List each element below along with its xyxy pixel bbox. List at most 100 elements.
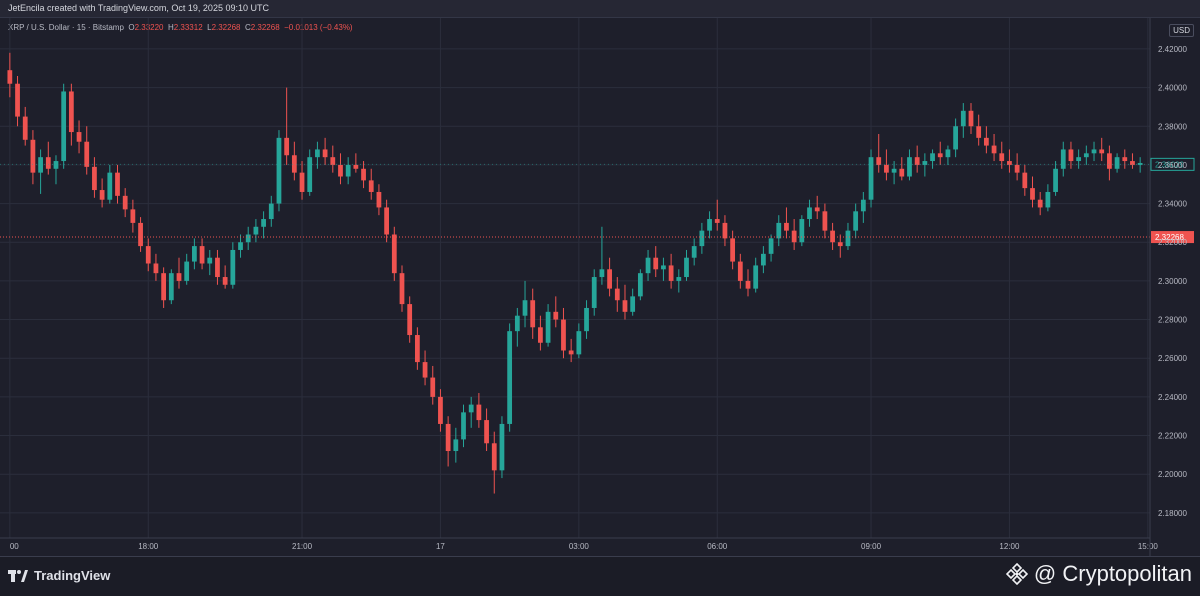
currency-selector[interactable]: USD xyxy=(1150,18,1200,40)
candle-body xyxy=(461,412,466,440)
candle-body xyxy=(384,207,389,235)
candle-body xyxy=(438,396,443,424)
candle xyxy=(92,157,97,198)
candle-body xyxy=(353,164,359,169)
candle-body xyxy=(699,230,705,247)
candle xyxy=(138,217,143,252)
candle xyxy=(345,157,351,185)
candle xyxy=(676,269,682,293)
cryptopolitan-watermark: @ Cryptopolitan xyxy=(1005,560,1192,588)
candle-body xyxy=(968,110,974,127)
candle xyxy=(338,153,343,185)
candle-body xyxy=(976,126,982,138)
candle xyxy=(891,161,897,185)
candle xyxy=(1091,141,1097,162)
candle xyxy=(699,222,705,254)
candle xyxy=(299,161,305,200)
tradingview-brand[interactable]: TradingView xyxy=(8,568,110,583)
candle xyxy=(538,315,543,351)
candle-body xyxy=(545,311,551,343)
candle-body xyxy=(145,246,151,264)
candle-body xyxy=(268,203,274,220)
candle-body xyxy=(453,439,459,452)
candle-body xyxy=(199,246,205,264)
candle xyxy=(253,219,259,243)
price-tick-label: 2.26000 xyxy=(1158,354,1187,363)
candle-body xyxy=(261,219,266,227)
candle-body xyxy=(860,199,866,212)
time-tick-label: 09:00 xyxy=(861,542,882,551)
candle-body xyxy=(653,257,659,270)
candle-body xyxy=(676,277,682,281)
candle xyxy=(230,242,236,289)
price-tick-label: 2.32000 xyxy=(1158,238,1187,247)
candle xyxy=(784,207,789,239)
candle-body xyxy=(614,288,620,301)
candle xyxy=(691,238,697,266)
candle xyxy=(607,257,612,297)
price-tick-label: 2.30000 xyxy=(1158,277,1187,286)
candle-body xyxy=(414,335,420,363)
candle-body xyxy=(1076,157,1082,162)
candle-body xyxy=(822,211,828,231)
candle xyxy=(1137,157,1143,173)
candle xyxy=(207,249,213,276)
candle xyxy=(407,296,413,343)
change-value: −0.01013 (−0.43%) xyxy=(284,23,353,32)
candle xyxy=(1014,153,1020,181)
candle-body xyxy=(568,350,574,355)
candle-body xyxy=(761,253,766,266)
candle xyxy=(822,203,828,239)
candle xyxy=(115,164,120,204)
candle xyxy=(291,141,297,181)
candle xyxy=(468,396,474,428)
candle-body xyxy=(999,153,1005,162)
candle-body xyxy=(668,265,674,281)
candle xyxy=(714,199,720,231)
candle xyxy=(268,195,274,227)
candle xyxy=(591,269,597,316)
candle-body xyxy=(1083,153,1089,158)
candle xyxy=(414,327,420,370)
current-price-label: 2.36029 xyxy=(1155,160,1184,169)
candle-body xyxy=(161,273,167,301)
candle-body xyxy=(837,242,843,247)
candle-body xyxy=(299,172,305,192)
price-chart[interactable]: 2.32268 2.36029 2.42000 2.40000 2.38000 2.36… xyxy=(0,0,1200,556)
candle xyxy=(1083,145,1089,165)
candle-body xyxy=(84,141,90,167)
candle-body xyxy=(338,164,343,177)
candle xyxy=(99,178,105,208)
candle xyxy=(930,149,935,169)
price-tick-label: 2.42000 xyxy=(1158,45,1187,54)
candle-body xyxy=(376,191,382,208)
candle xyxy=(238,234,243,258)
candle xyxy=(1068,141,1074,169)
candle-body xyxy=(960,110,966,127)
price-tick-label: 2.38000 xyxy=(1158,122,1187,131)
candle-body xyxy=(930,153,935,162)
candle xyxy=(1053,161,1058,196)
candle xyxy=(937,141,943,165)
candle xyxy=(1060,141,1066,177)
candles xyxy=(7,52,1143,494)
candle-body xyxy=(1130,161,1135,165)
candle xyxy=(438,389,443,432)
candle-body xyxy=(1030,188,1035,200)
price-tick-label: 2.40000 xyxy=(1158,84,1187,93)
candle-body xyxy=(315,149,320,158)
candle-body xyxy=(38,157,43,173)
symbol-name[interactable]: XRP / U.S. Dollar · 15 · Bitstamp xyxy=(8,23,124,32)
candle xyxy=(737,253,743,289)
candle-body xyxy=(1007,161,1012,165)
candle xyxy=(491,431,497,494)
candle xyxy=(192,238,197,270)
candle-body xyxy=(807,207,812,220)
candle xyxy=(637,269,643,301)
candle xyxy=(614,277,620,312)
currency-label: USD xyxy=(1169,24,1194,37)
candle-body xyxy=(468,404,474,413)
open-value: 2.33220 xyxy=(134,23,164,32)
candle xyxy=(914,145,920,173)
candle-body xyxy=(591,277,597,308)
